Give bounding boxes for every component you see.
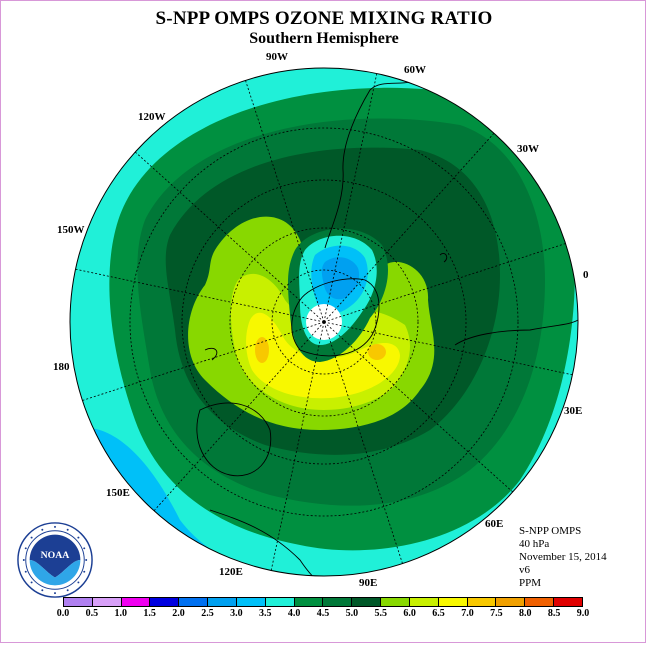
coast-south-america bbox=[324, 81, 411, 249]
color-scale-swatch bbox=[92, 598, 122, 606]
color-scale-tick-label: 8.0 bbox=[518, 608, 532, 619]
coast-new-zealand bbox=[204, 347, 218, 361]
color-scale-swatch bbox=[381, 598, 410, 606]
color-scale-swatch bbox=[265, 598, 295, 606]
color-scale-tick-label: 3.5 bbox=[258, 608, 272, 619]
coast-antarctica bbox=[291, 278, 380, 357]
color-scale-tick-label: 7.5 bbox=[490, 608, 503, 619]
color-scale-swatch bbox=[294, 598, 324, 606]
coast-south-asia bbox=[209, 509, 331, 576]
label-30e: 30E bbox=[564, 405, 582, 417]
lat-circle-80s bbox=[271, 269, 377, 375]
logo-sea bbox=[29, 560, 81, 586]
color-scale-tick-label: 2.5 bbox=[201, 608, 214, 619]
color-scale-swatch bbox=[352, 598, 382, 606]
label-120e: 120E bbox=[219, 566, 243, 578]
color-scale-tick-label: 9.0 bbox=[576, 608, 590, 619]
longitude-labels: 90W 60W 30W 0 30E 60E 90E 120E 150E 180 … bbox=[53, 51, 589, 589]
color-scale-bar bbox=[63, 597, 583, 607]
product-info: S-NPP OMPS 40 hPa November 15, 2014 v6 P… bbox=[519, 525, 607, 590]
vortex-level-2-5 bbox=[321, 257, 360, 300]
coast-africa bbox=[454, 319, 578, 346]
color-scale-tick-label: 1.0 bbox=[114, 608, 128, 619]
color-scale-swatch bbox=[409, 598, 439, 606]
info-version: v6 bbox=[519, 564, 530, 576]
color-scale-swatch bbox=[467, 598, 497, 606]
map-subtitle: Southern Hemisphere bbox=[249, 30, 399, 47]
ozone-level-6-5 bbox=[246, 312, 400, 399]
color-scale-swatch bbox=[554, 598, 582, 606]
color-scale-tick-label: 4.0 bbox=[287, 608, 301, 619]
color-scale-tick-label: 7.0 bbox=[461, 608, 474, 619]
color-scale-swatch bbox=[525, 598, 555, 606]
color-scale-swatch bbox=[208, 598, 237, 606]
label-0: 0 bbox=[583, 269, 589, 281]
lat-circle-70s bbox=[229, 227, 419, 417]
info-units: PPM bbox=[519, 577, 542, 589]
logo-ring-text bbox=[22, 525, 88, 595]
label-150e: 150E bbox=[106, 487, 130, 499]
color-scale-swatch bbox=[150, 598, 180, 606]
color-scale-tick-label: 8.5 bbox=[547, 608, 561, 619]
color-scale-tick-label: 6.5 bbox=[432, 608, 445, 619]
noaa-logo: NOAA bbox=[17, 522, 93, 598]
coastlines bbox=[196, 81, 578, 576]
label-180: 180 bbox=[53, 361, 70, 373]
info-instrument: S-NPP OMPS bbox=[519, 525, 582, 537]
map-title: S-NPP OMPS OZONE MIXING RATIO bbox=[155, 8, 493, 29]
graticule bbox=[75, 73, 573, 571]
label-90w: 90W bbox=[266, 51, 288, 63]
label-60w: 60W bbox=[404, 64, 426, 76]
label-30w: 30W bbox=[517, 143, 539, 155]
info-date: November 15, 2014 bbox=[519, 551, 607, 563]
color-scale-tick-label: 0.0 bbox=[56, 608, 70, 619]
coast-australia bbox=[196, 402, 272, 477]
color-scale-swatch bbox=[121, 598, 151, 606]
color-scale-swatch bbox=[64, 598, 93, 606]
color-scale-swatch bbox=[438, 598, 468, 606]
color-scale-swatch bbox=[236, 598, 266, 606]
lat-circle-50s bbox=[129, 127, 519, 517]
color-scale-tick-label: 0.5 bbox=[85, 608, 99, 619]
color-scale-swatch bbox=[323, 598, 353, 606]
label-60e: 60E bbox=[485, 518, 503, 530]
coast-islands-east bbox=[439, 252, 448, 263]
color-scale-tick-label: 4.5 bbox=[316, 608, 330, 619]
logo-name: NOAA bbox=[41, 550, 70, 561]
color-scale-tick-label: 5.0 bbox=[345, 608, 359, 619]
label-120w: 120W bbox=[138, 111, 166, 123]
color-scale-swatch bbox=[496, 598, 526, 606]
label-90e: 90E bbox=[359, 577, 377, 589]
south-pole-marker bbox=[322, 320, 326, 324]
color-scale-tick-label: 3.0 bbox=[230, 608, 243, 619]
map-boundary bbox=[69, 67, 579, 577]
color-scale-tick-label: 2.0 bbox=[172, 608, 185, 619]
color-scale-tick-label: 6.0 bbox=[403, 608, 416, 619]
info-level: 40 hPa bbox=[519, 538, 550, 550]
logo-sky bbox=[29, 534, 81, 578]
label-150w: 150W bbox=[57, 224, 85, 236]
color-scale-tick-label: 1.5 bbox=[143, 608, 156, 619]
color-scale-tick-label: 5.5 bbox=[374, 608, 388, 619]
color-scale-ticks: 0.0 0.5 1.0 1.5 2.0 2.5 3.0 3.5 4.0 4.5 5.0 5.5 6.0 6… bbox=[57, 608, 590, 622]
color-scale-swatch bbox=[179, 598, 209, 606]
ozone-peak-east bbox=[368, 344, 386, 360]
lat-circle-60s bbox=[181, 179, 467, 465]
